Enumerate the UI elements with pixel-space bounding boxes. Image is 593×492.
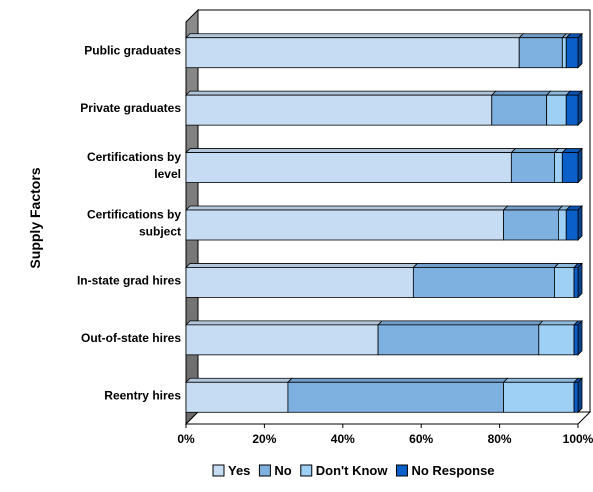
bar-segment [185, 37, 520, 69]
bar-end-face [577, 147, 583, 184]
bar-segment [573, 267, 579, 298]
x-tick-label: 80% [488, 432, 512, 446]
bar-segment [185, 209, 504, 241]
bar-segment-top [185, 205, 509, 211]
bar-segment-top [185, 148, 517, 153]
bar-segment [538, 324, 575, 356]
category-label: Private graduates [80, 101, 181, 115]
bar-segment [377, 324, 540, 356]
category-label: level [154, 167, 181, 181]
bar-segment [554, 267, 575, 298]
bar-segment-top [377, 320, 544, 326]
bar-segment-top [286, 377, 509, 383]
bar-segment [554, 152, 563, 183]
legend-label: No [274, 463, 291, 478]
bar-segment-top [185, 33, 525, 39]
x-tick-label: 40% [331, 432, 355, 446]
x-tick-label: 0% [177, 432, 195, 446]
category-label: Certifications by [87, 150, 181, 164]
bar-segment-top [412, 263, 560, 268]
legend-swatch [258, 464, 271, 477]
bar-segment [565, 94, 579, 126]
bar-segment-top [185, 90, 497, 96]
category-label: In-state grad hires [77, 273, 181, 287]
bar-segment [491, 94, 548, 126]
category-label: Reentry hires [104, 388, 181, 402]
bar-segment [558, 209, 567, 241]
bar-segment-top [490, 90, 552, 96]
bar-segment [185, 94, 493, 126]
bar-segment [185, 267, 414, 298]
bar-segment [546, 94, 567, 126]
bar-segment-top [185, 263, 419, 268]
bar-end-face [577, 377, 583, 414]
legend-label: No Response [411, 463, 494, 478]
bar-segment [503, 381, 575, 413]
bar-segment [518, 37, 563, 69]
legend-swatch [300, 464, 313, 477]
legend: Yes No Don't Know No Response [212, 463, 495, 478]
plot-floor [184, 411, 592, 425]
legend-swatch [212, 464, 225, 477]
bar-segment [185, 381, 289, 413]
x-tick-label: 20% [252, 432, 276, 446]
bar-end-face [577, 262, 583, 299]
x-tick-label: 100% [563, 432, 593, 446]
bar-segment [561, 37, 567, 69]
x-axis-tick-labels: 0% 20% 40% 60% 80% 100% [177, 424, 593, 446]
bar-segment [561, 152, 579, 183]
bar-segment-top [185, 320, 384, 326]
bar-segment [287, 381, 504, 413]
bar-segment-top [510, 148, 560, 153]
bar-segment [565, 209, 579, 241]
bar-segment-top [518, 33, 568, 39]
category-label: Public graduates [84, 44, 181, 58]
bar-segment-top [185, 377, 293, 383]
bar-segment [510, 152, 555, 183]
category-label: Out-of-state hires [81, 331, 181, 345]
category-label: Certifications by [87, 208, 181, 222]
bar-segment [565, 37, 579, 69]
bar-end-face [577, 319, 583, 356]
bar-segment-top [537, 320, 580, 326]
bars [185, 32, 583, 414]
legend-label: Yes [228, 463, 250, 478]
bar-segment-top [502, 377, 580, 383]
y-axis-label: Supply Factors [27, 167, 43, 268]
legend-label: Don't Know [316, 463, 389, 478]
bar-segment-top [502, 205, 564, 211]
legend-swatch [395, 464, 408, 477]
bar-segment [185, 324, 379, 356]
category-label: subject [139, 225, 181, 239]
category-labels: Public graduates Private graduates Certifi… [77, 44, 181, 403]
bar-segment [412, 267, 555, 298]
bar-end-face [577, 90, 583, 127]
bar-end-face [577, 32, 583, 69]
bar-end-face [577, 205, 583, 241]
bar-segment [573, 324, 579, 356]
bar-segment [185, 152, 512, 183]
bar-segment [573, 381, 579, 413]
bar-segment [503, 209, 559, 241]
x-tick-label: 60% [409, 432, 433, 446]
